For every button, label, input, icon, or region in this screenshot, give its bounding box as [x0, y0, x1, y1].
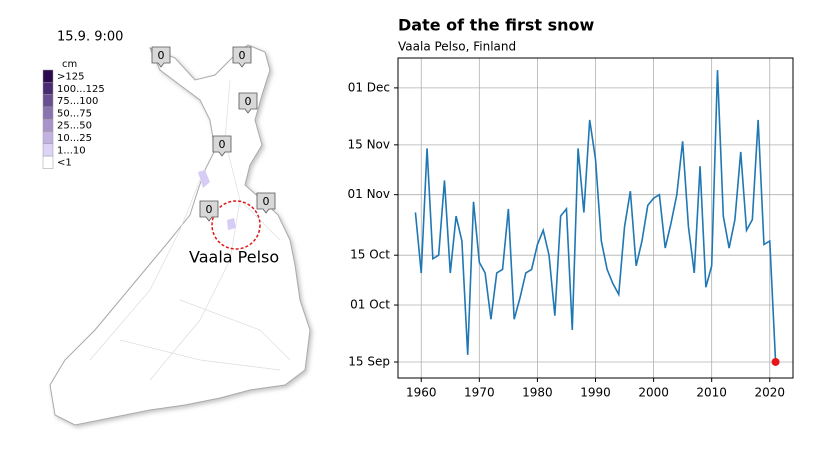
- chart-subtitle: Vaala Pelso, Finland: [398, 40, 516, 54]
- x-tick-label: 2010: [696, 386, 727, 400]
- y-tick-label: 15 Oct: [350, 248, 390, 262]
- marker-label: 0: [206, 203, 213, 216]
- marker-label: 0: [219, 138, 226, 151]
- legend-swatch: [42, 82, 54, 95]
- marker-callout: [256, 192, 276, 214]
- legend-label: 25...50: [57, 121, 92, 132]
- line: [414, 70, 777, 363]
- chart-title: Date of the first snow: [398, 16, 595, 35]
- legend-label: 100...125: [57, 84, 105, 95]
- x-tick-label: 1960: [406, 386, 437, 400]
- y-tick-label: 01 Dec: [348, 80, 390, 94]
- last-point: [771, 357, 780, 366]
- legend-label: 1...10: [57, 145, 86, 156]
- marker-callout: [151, 46, 171, 68]
- x-tick-label: 2020: [754, 386, 785, 400]
- marker-callout: [199, 200, 219, 222]
- marker-label: 0: [263, 195, 270, 208]
- legend-label: 75...100: [57, 96, 98, 107]
- y-tick-label: 15 Nov: [347, 137, 390, 151]
- legend-label: >125: [57, 72, 84, 83]
- plot-frame: [397, 57, 794, 379]
- y-tick-label: 15 Sep: [348, 354, 390, 368]
- marker-callout: [238, 92, 258, 114]
- marker-label: 0: [245, 95, 252, 108]
- legend-label: <1: [57, 158, 72, 169]
- legend-swatch: [42, 106, 54, 120]
- legend-swatch: [42, 143, 54, 157]
- snow-patch: [198, 170, 210, 188]
- marker-label: 0: [158, 49, 165, 62]
- snow-patch: [227, 218, 236, 230]
- map-outline: [49, 44, 311, 426]
- timestamp: 15.9. 9:00: [57, 30, 123, 45]
- place-label: Vaala Pelso: [189, 248, 279, 267]
- location-circle: [211, 200, 261, 250]
- legend-swatch: [42, 94, 54, 108]
- map-roads: [89, 79, 291, 381]
- x-tick-label: 1980: [522, 386, 553, 400]
- y-tick-label: 01 Oct: [350, 298, 390, 312]
- legend-unit: cm: [62, 59, 77, 70]
- legend-swatch: [42, 69, 54, 83]
- legend-swatch: [42, 131, 54, 145]
- legend-label: 10...25: [57, 133, 92, 144]
- legend-swatch: [42, 155, 54, 169]
- marker-callout: [232, 46, 252, 68]
- marker-label: 0: [239, 49, 246, 62]
- x-tick-label: 1990: [580, 386, 611, 400]
- legend-label: 50...75: [57, 108, 92, 119]
- x-tick-label: 1970: [464, 386, 495, 400]
- legend-swatch: [42, 118, 54, 132]
- marker-callout: [212, 135, 232, 157]
- x-tick-label: 2000: [638, 386, 669, 400]
- y-tick-label: 01 Nov: [347, 187, 390, 201]
